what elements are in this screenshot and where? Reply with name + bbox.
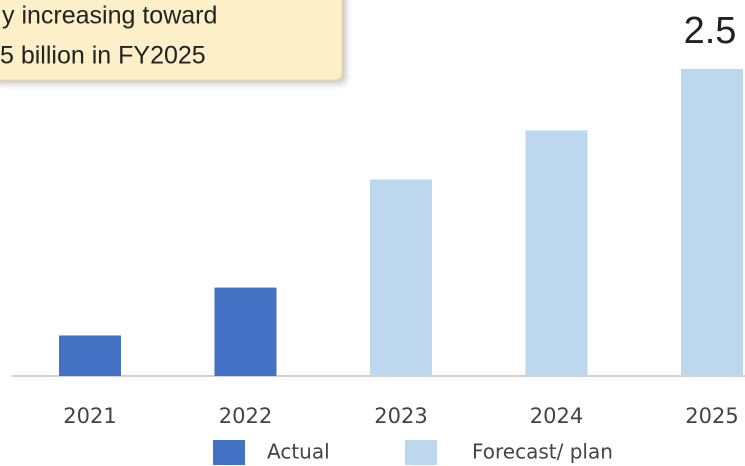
bar bbox=[525, 130, 588, 376]
legend-swatch bbox=[213, 440, 245, 465]
legend-label: Actual bbox=[267, 440, 330, 464]
x-tick-label: 2022 bbox=[219, 404, 272, 428]
x-tick-label: 2025 bbox=[685, 404, 738, 428]
legend-label: Forecast/ plan bbox=[472, 440, 613, 464]
bar bbox=[214, 287, 277, 376]
data-label: 2.5 bbox=[684, 10, 737, 52]
annotation: 5 billion in FY2025 bbox=[0, 42, 206, 70]
x-tick-label: 2023 bbox=[374, 404, 427, 428]
annotation: y increasing toward bbox=[2, 2, 217, 30]
callout-box bbox=[0, 0, 343, 81]
x-tick-label: 2024 bbox=[530, 404, 583, 428]
bar bbox=[59, 335, 121, 376]
x-tick-label: 2021 bbox=[63, 404, 116, 428]
legend-swatch bbox=[405, 440, 437, 465]
bar bbox=[681, 69, 743, 376]
bar bbox=[370, 179, 432, 376]
